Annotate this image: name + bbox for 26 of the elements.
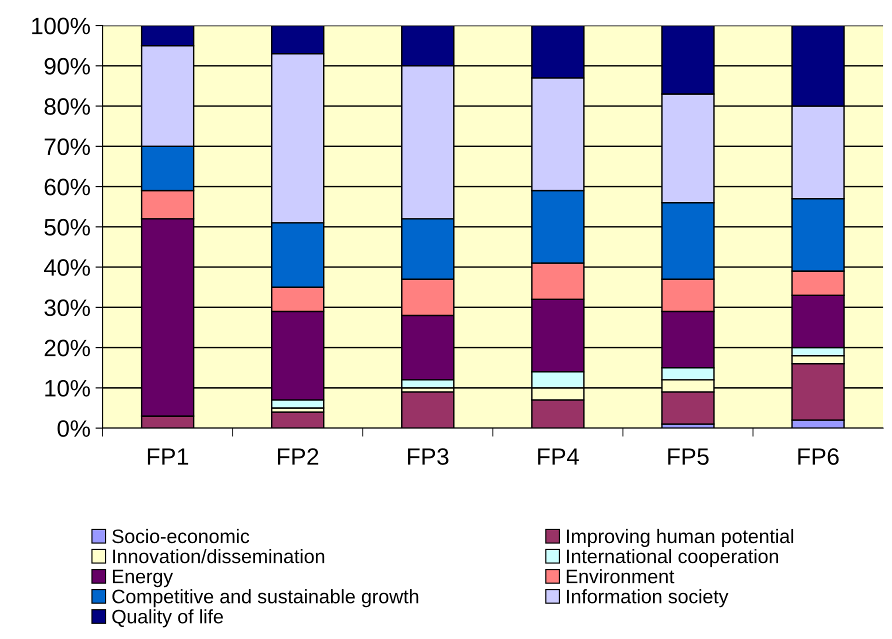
- legend-label: Innovation/dissemination: [113, 548, 324, 564]
- x-tick-label: FP5: [668, 448, 709, 465]
- y-tick-label: 80%: [44, 98, 90, 115]
- x-tick-label: FP6: [798, 448, 839, 465]
- y-tick-label: 100%: [32, 18, 90, 34]
- x-tick-label: FP3: [408, 448, 448, 465]
- y-tick-label: 20%: [44, 340, 90, 356]
- legend-label: Improving human potential: [567, 528, 794, 548]
- x-tick-label: FP2: [278, 448, 318, 465]
- y-tick-label: 50%: [44, 218, 90, 236]
- legend-label: Socio-economic: [112, 528, 250, 544]
- x-tick-label: FP4: [538, 448, 579, 465]
- legend-label: Environment: [566, 569, 674, 584]
- y-tick-label: 0%: [58, 420, 90, 437]
- y-tick-label: 30%: [44, 299, 90, 316]
- y-tick-label: 60%: [44, 178, 90, 196]
- legend-label: International cooperation: [567, 548, 778, 568]
- y-tick-label: 40%: [44, 259, 90, 276]
- legend-label: Competitive and sustainable growth: [112, 589, 418, 608]
- y-tick-label: 90%: [44, 58, 90, 75]
- legend-label: Quality of life: [112, 609, 223, 628]
- legend-label: Information society: [567, 589, 728, 608]
- y-tick-label: 10%: [45, 380, 90, 397]
- x-tick-label: FP1: [148, 448, 188, 465]
- y-tick-label: 70%: [44, 138, 90, 156]
- legend-label: Energy: [112, 570, 173, 588]
